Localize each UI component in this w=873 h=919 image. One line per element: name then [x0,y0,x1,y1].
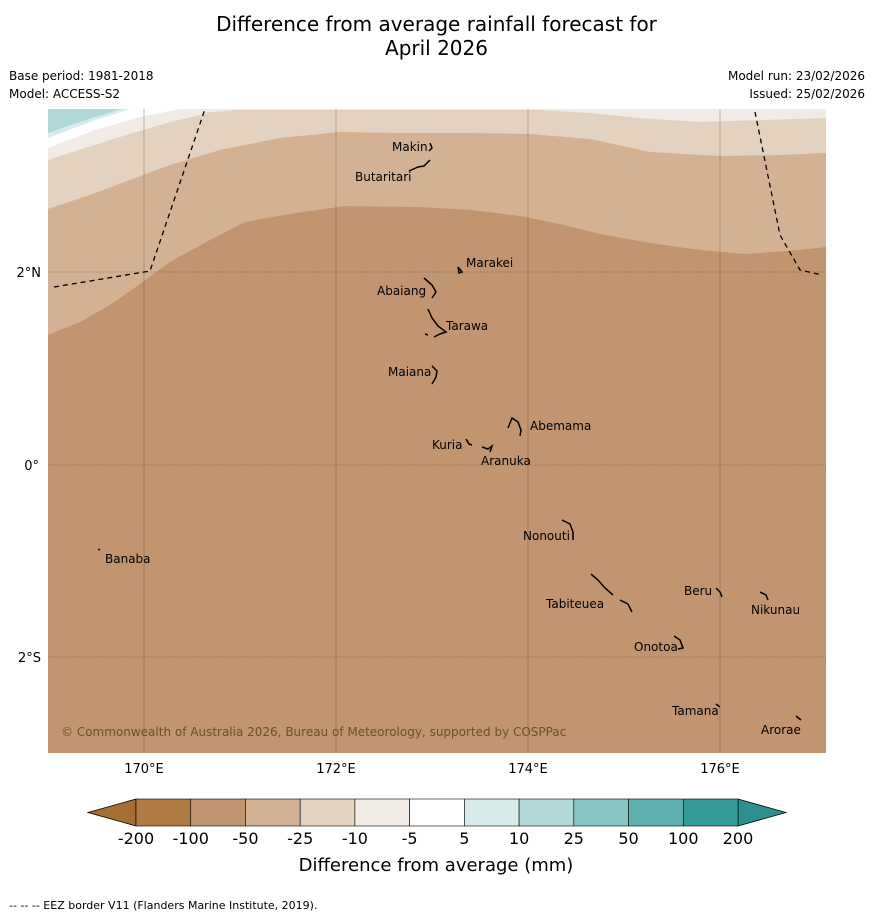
island-arorae [795,715,802,721]
island-nonouti [561,519,574,540]
colorbar-tick-labels: -200 -100 -50 -25 -10 -5 5 10 25 50 100 200 [118,829,753,848]
graticule [48,109,826,753]
colorbar-segment-5 [409,798,465,827]
colorbar-tick-6: 5 [459,829,469,848]
colorbar [86,798,788,827]
label-tarawa: Tarawa [445,319,488,333]
colorbar-tick-7: 10 [509,829,529,848]
rainfall-shading [48,109,826,753]
lat-tick-2n: 2°N [17,266,42,281]
colorbar-segment-0 [135,798,192,827]
colorbar-tick-5: -5 [402,829,418,848]
colorbar-tick-9: 50 [618,829,638,848]
label-beru: Beru [684,584,712,598]
label-abaiang: Abaiang [377,284,426,298]
label-makin: Makin [392,140,428,154]
eez-border [53,108,823,288]
colorbar-segment-4 [354,798,410,827]
colorbar-over-arrow [737,798,788,827]
colorbar-tick-1: -100 [173,829,209,848]
title-line-1: Difference from average rainfall forecas… [216,12,657,36]
label-maiana: Maiana [388,365,431,379]
lat-tick-0: 0° [24,459,39,474]
colorbar-title: Difference from average (mm) [299,855,574,876]
base-period: Base period: 1981-2018 [9,69,154,83]
band-minus50 [48,109,826,335]
colorbar-tick-4: -10 [342,829,368,848]
colorbar-tick-10: 100 [668,829,699,848]
colorbar-tick-3: -25 [287,829,313,848]
lon-tick-176: 176°E [700,762,740,777]
colorbar-segment-9 [628,798,684,827]
colorbar-tick-2: -50 [232,829,258,848]
meta-right: Model run: 23/02/2026 Issued: 25/02/2026 [728,67,865,103]
island-tabiteuea [590,573,614,596]
island-nikunau [759,591,769,601]
label-onotoa: Onotoa [634,640,678,654]
lon-tick-174: 174°E [508,762,548,777]
lat-tick-2s: 2°S [18,651,41,666]
island-banaba [97,548,101,551]
colorbar-tick-8: 25 [564,829,584,848]
label-tamana: Tamana [671,704,719,718]
band-minus25 [48,109,826,209]
island-makin [428,142,433,152]
colorbar-segment-3 [299,798,356,827]
label-tabiteuea: Tabiteuea [545,597,604,611]
colorbar-segment-1 [190,798,246,827]
island-tamana [715,703,721,708]
colorbar-segment-8 [573,798,629,827]
island-maiana [431,365,438,385]
island-beru [715,587,723,598]
label-nonouti: Nonouti [523,529,570,543]
island-tarawa-south [424,333,429,336]
label-marakei: Marakei [466,256,513,270]
island-marakei [457,266,464,274]
chart-title: Difference from average rainfall forecas… [0,12,873,60]
issued-date: Issued: 25/02/2026 [749,87,865,101]
colorbar-under-arrow [86,798,137,827]
model-run: Model run: 23/02/2026 [727,69,865,83]
eez-footnote: -- -- -- EEZ border V11 (Flanders Marine… [9,899,318,912]
lon-tick-170: 170°E [124,762,164,777]
label-aranuka: Aranuka [481,454,531,468]
colorbar-tick-11: 200 [723,829,754,848]
colorbar-segment-2 [245,798,301,827]
label-kuria: Kuria [432,438,463,452]
island-kuria [465,438,473,446]
band-plus25 [48,109,120,133]
label-banaba: Banaba [105,552,151,566]
island-butaritari [408,159,431,172]
colorbar-tick-0: -200 [118,829,154,848]
label-abemama: Abemama [530,419,591,433]
colorbar-segment-7 [518,798,575,827]
colorbar-segment-10 [682,798,739,827]
lat-tick-labels: 2°N 0° 2°S [17,266,42,666]
island-abaiang [423,277,437,299]
island-aranuka [481,443,494,453]
model-name: Model: ACCESS-S2 [9,87,121,101]
lon-tick-172: 172°E [316,762,356,777]
label-arorae: Arorae [761,723,801,737]
lon-tick-labels: 170°E 172°E 174°E 176°E [124,762,740,777]
island-abemama [507,416,522,437]
label-nikunau: Nikunau [751,603,800,617]
island-tarawa [427,308,448,338]
title-line-2: April 2026 [385,36,488,60]
colorbar-segment-6 [464,798,520,827]
label-butaritari: Butaritari [355,170,412,184]
island-tabiteuea-south [619,599,633,613]
copyright-notice: © Commonwealth of Australia 2026, Bureau… [61,725,566,739]
island-onotoa [673,635,685,650]
place-labels: Makin Butaritari Marakei Abaiang Tarawa … [105,140,801,737]
islands [97,142,802,721]
meta-left: Base period: 1981-2018 Model: ACCESS-S2 [9,67,154,103]
